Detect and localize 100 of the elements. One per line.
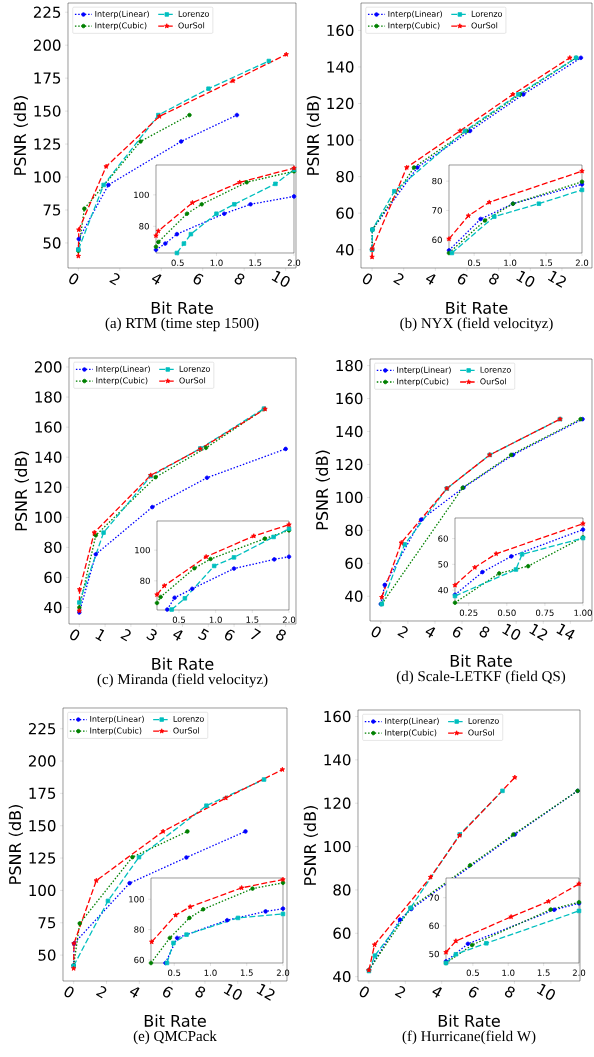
x-tick-label: 0	[64, 986, 74, 998]
legend-label: Interp(Cubic)	[90, 727, 142, 736]
x-tick-label: 0.50	[497, 609, 516, 616]
x-tick-label: 2	[397, 625, 408, 639]
x-tick-label: 4	[151, 274, 162, 285]
y-tick-label: 60	[44, 571, 62, 584]
y-tick-label: 120	[324, 797, 351, 809]
x-tick-label: 6	[469, 986, 479, 998]
x-tick-label: 3	[146, 628, 157, 641]
y-tick-label: 160	[324, 710, 351, 723]
y-tick-label: 175	[29, 787, 56, 799]
text: (f) Hurricane(field W)	[402, 1030, 536, 1045]
x-tick-label: 1.5	[246, 616, 259, 623]
y-tick-label: 150	[29, 820, 56, 832]
x-tick-label: 0	[70, 629, 80, 641]
text: (b) NYX (field velocityz)	[400, 317, 553, 332]
x-tick-label: 10	[502, 623, 521, 640]
y-tick-label: 225	[33, 6, 61, 18]
y-tick-label: 150	[34, 105, 61, 117]
y-tick-label: 180	[336, 359, 363, 372]
y-tick-label: 100	[129, 896, 144, 903]
x-tick-label: 12	[547, 270, 566, 288]
legend-label: Interp(Cubic)	[96, 377, 148, 385]
legend-label: OurSol	[178, 22, 205, 29]
x-tick-label: 4	[432, 987, 442, 998]
legend-label: Lorenzo	[471, 10, 502, 17]
x-tick-label: 6	[452, 626, 463, 638]
y-tick-label: 60	[432, 236, 442, 244]
y-axis-title: PSNR (dB)	[303, 806, 318, 885]
y-tick-label: 60	[345, 557, 363, 569]
y-tick-label: 100	[29, 884, 56, 897]
y-tick-label: 100	[324, 840, 351, 853]
y-tick-label: 100	[35, 511, 62, 523]
x-tick-label: 0.75	[536, 609, 554, 616]
y-tick-label: 50	[438, 561, 448, 568]
y-tick-label: 200	[28, 755, 56, 767]
x-tick-label: 6	[457, 273, 468, 285]
x-tick-label: 2	[120, 628, 131, 642]
legend-label: Interp(Linear)	[95, 10, 149, 19]
y-axis-title: PSNR (dB)	[306, 96, 321, 175]
legend-label: Lorenzo	[179, 365, 210, 372]
y-tick-label: 100	[327, 134, 354, 146]
y-tick-label: 100	[336, 491, 363, 504]
y-axis-title: PSNR (dB)	[13, 96, 28, 175]
y-tick-label: 160	[327, 24, 354, 37]
y-tick-label: 120	[327, 97, 354, 110]
legend-label: Interp(Linear)	[388, 10, 442, 19]
y-tick-label: 100	[34, 171, 61, 183]
x-axis-title: Bit Rate	[450, 654, 512, 667]
y-tick-label: 120	[336, 458, 363, 471]
x-tick-label: 2.0	[282, 616, 296, 623]
x-tick-label: 2.0	[575, 259, 589, 266]
x-tick-label: 1	[95, 628, 105, 642]
y-tick-label: 160	[336, 392, 363, 405]
y-tick-label: 80	[432, 177, 442, 185]
legend-label: OurSol	[173, 727, 199, 734]
x-tick-label: 2	[393, 272, 404, 286]
legend-label: OurSol	[468, 729, 494, 736]
x-tick-label: 4	[425, 627, 436, 638]
legend-label: Interp(Cubic)	[95, 22, 147, 30]
y-tick-label: 75	[38, 917, 56, 929]
y-tick-label: 80	[336, 170, 354, 183]
x-tick-label: 6	[225, 629, 235, 641]
x-tick-label: 10	[223, 983, 242, 1000]
text: (e) QMCPack	[133, 1030, 217, 1045]
x-tick-label: 7	[250, 628, 262, 640]
legend-label: Interp(Linear)	[96, 365, 150, 374]
x-tick-label: 8	[234, 273, 245, 285]
x-axis-title: Bit Rate	[144, 1014, 206, 1027]
y-tick-label: 40	[44, 601, 62, 614]
y-tick-label: 80	[333, 884, 351, 896]
x-tick-label: 8	[489, 273, 499, 285]
x-tick-label: 4	[173, 630, 183, 641]
legend-label: Interp(Linear)	[90, 715, 144, 724]
x-tick-label: 0.5	[171, 259, 184, 266]
x-tick-label: 0	[69, 273, 79, 285]
y-tick-label: 50	[38, 949, 56, 961]
y-tick-label: 100	[134, 191, 149, 199]
legend-label: Interp(Cubic)	[385, 729, 437, 738]
y-tick-label: 50	[429, 950, 439, 958]
y-tick-label: 60	[429, 922, 439, 930]
x-tick-label: 2.0	[287, 259, 301, 266]
x-tick-label: 1.0	[502, 969, 515, 976]
x-axis-title: Bit Rate	[446, 301, 508, 314]
x-tick-label: 8	[479, 626, 490, 638]
text: (d) Scale-LETKF (field QS)	[396, 670, 566, 685]
y-tick-label: 40	[438, 586, 448, 594]
x-tick-label: 8	[195, 986, 206, 998]
x-tick-label: 1.5	[540, 259, 553, 266]
x-axis-title: Bit Rate	[152, 657, 214, 670]
y-tick-label: 125	[29, 852, 56, 864]
legend-label: Lorenzo	[173, 715, 204, 722]
y-tick-label: 200	[33, 39, 61, 51]
y-tick-label: 50	[43, 237, 61, 249]
x-tick-label: 14	[556, 623, 575, 641]
x-tick-label: 8	[504, 986, 515, 998]
x-axis-title: Bit Rate	[151, 301, 213, 314]
y-tick-label: 175	[34, 72, 61, 84]
x-tick-label: 8	[276, 629, 286, 641]
x-tick-label: 1.5	[240, 969, 253, 976]
